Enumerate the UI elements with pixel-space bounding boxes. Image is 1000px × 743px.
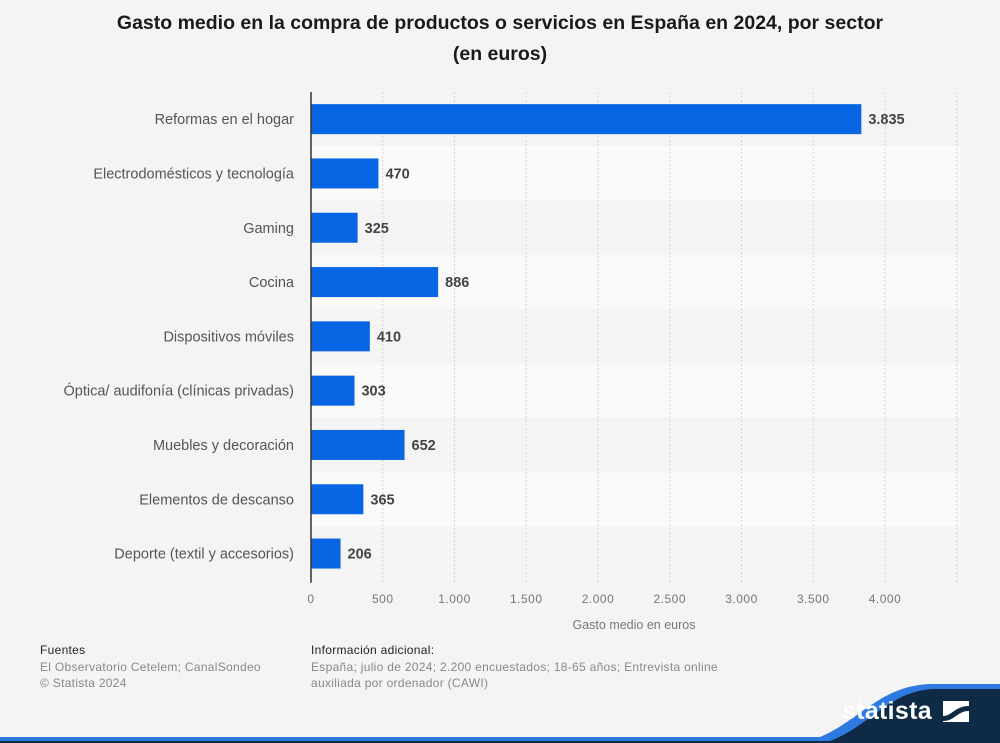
category-label: Muebles y decoración — [153, 438, 294, 454]
x-tick-label: 2.500 — [653, 592, 686, 606]
x-tick-label: 3.000 — [725, 592, 758, 606]
row-band — [311, 472, 961, 527]
row-bands — [311, 92, 961, 581]
category-label: Cocina — [249, 275, 295, 291]
row-band — [311, 526, 961, 581]
category-label: Deporte (textil y accesorios) — [114, 547, 294, 563]
value-label: 470 — [385, 166, 409, 182]
additional-info-block: Información adicional: España; julio de … — [311, 642, 718, 692]
row-band — [311, 363, 961, 418]
x-tick-label: 1.000 — [438, 592, 471, 606]
row-band — [311, 309, 961, 364]
value-label: 652 — [412, 438, 436, 454]
chart-title: Gasto medio en la compra de productos o … — [0, 8, 1000, 70]
x-tick-labels: 0 500 1.000 1.500 2.000 2.500 3.000 3.500 4.000 — [307, 592, 902, 606]
copyright-text: © Statista 2024 — [40, 676, 127, 690]
x-tick-label: 3.500 — [797, 592, 830, 606]
bar[interactable] — [311, 429, 405, 460]
category-label: Electrodomésticos y tecnología — [93, 166, 295, 182]
row-band — [311, 146, 961, 201]
bar[interactable] — [311, 212, 358, 243]
value-label: 365 — [370, 492, 394, 508]
category-label: Elementos de descanso — [139, 492, 294, 508]
statista-logo-text[interactable]: statista — [842, 697, 932, 725]
statista-logo-icon — [943, 701, 969, 722]
bar[interactable] — [311, 104, 862, 135]
value-label: 410 — [377, 329, 401, 345]
bar-chart: Reformas en el hogar Electrodomésticos y … — [63, 92, 961, 632]
value-label: 325 — [365, 221, 389, 237]
category-labels: Reformas en el hogar Electrodomésticos y … — [64, 112, 295, 562]
bar[interactable] — [311, 538, 341, 569]
x-tick-label: 2.000 — [582, 592, 615, 606]
additional-info-line-2: auxiliada por ordenador (CAWI) — [311, 676, 489, 690]
bar[interactable] — [311, 158, 379, 189]
sources-heading: Fuentes — [40, 643, 86, 657]
bar[interactable] — [311, 267, 439, 298]
bars — [311, 104, 862, 569]
sources-block: Fuentes El Observatorio Cetelem; CanalSo… — [40, 642, 261, 692]
value-label: 886 — [445, 275, 469, 291]
x-axis-title: Gasto medio en euros — [573, 618, 696, 632]
category-label: Óptica/ audifonía (clínicas privadas) — [64, 383, 295, 400]
category-label: Reformas en el hogar — [155, 112, 295, 128]
additional-info-heading: Información adicional: — [311, 643, 435, 657]
chart-title-line-2: (en euros) — [452, 43, 548, 65]
x-tick-label: 1.500 — [510, 592, 543, 606]
row-band — [311, 200, 961, 255]
additional-info-line-1: España; julio de 2024; 2.200 encuestados… — [311, 659, 718, 674]
bar[interactable] — [311, 484, 364, 515]
bar[interactable] — [311, 375, 355, 406]
value-label: 303 — [361, 384, 385, 400]
category-label: Dispositivos móviles — [163, 329, 294, 345]
row-band — [311, 417, 961, 473]
category-label: Gaming — [243, 221, 294, 237]
value-labels: 3.835 470 325 886 410 303 652 365 206 — [348, 112, 905, 562]
value-label: 206 — [348, 547, 372, 563]
gridlines — [382, 92, 958, 583]
x-tick-label: 0 — [307, 592, 314, 606]
chart-title-line-1: Gasto medio en la compra de productos o … — [116, 12, 884, 34]
sources-text[interactable]: El Observatorio Cetelem; CanalSondeo — [40, 659, 261, 674]
bar[interactable] — [311, 321, 370, 352]
x-tick-label: 4.000 — [869, 592, 902, 606]
x-tick-label: 500 — [372, 592, 394, 606]
value-label: 3.835 — [868, 112, 904, 128]
